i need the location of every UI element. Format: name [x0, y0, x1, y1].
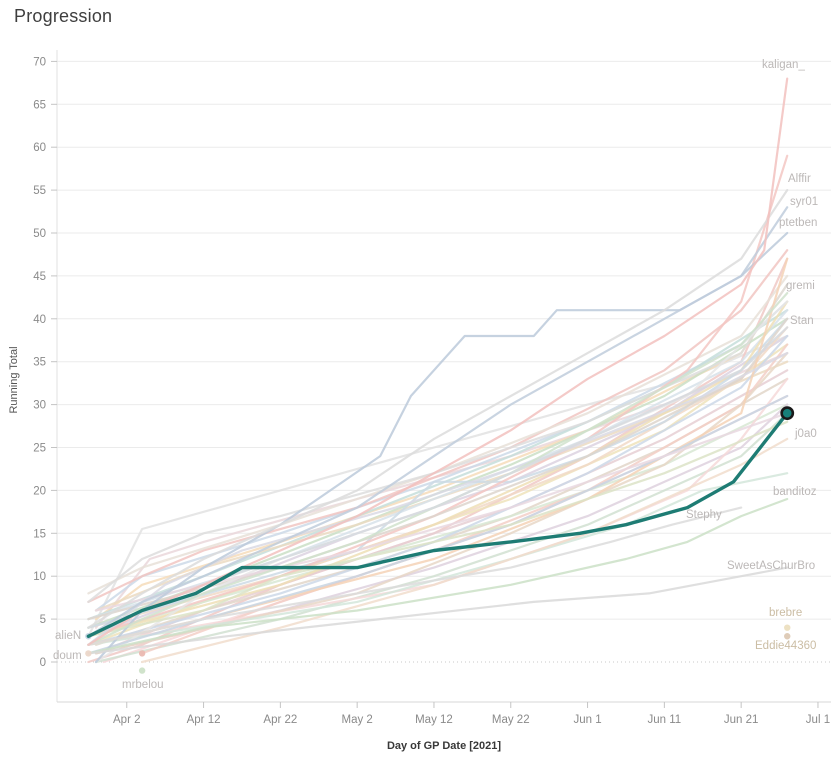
x-axis-title: Day of GP Date [2021] [387, 740, 501, 752]
series-line-stephy[interactable] [87, 506, 743, 646]
y-tick-label-40: 40 [33, 314, 46, 326]
mark-label-ptetben: ptetben [779, 217, 817, 229]
y-tick-label-65: 65 [33, 99, 46, 111]
mark-label-sweetaschurbro: SweetAsChurBro [727, 560, 815, 572]
y-tick-label-60: 60 [33, 142, 46, 154]
y-tick-label-50: 50 [33, 228, 46, 240]
series-line-bg-periwinkle[interactable] [87, 352, 789, 646]
series-group [85, 77, 795, 674]
series-line-bg-salmon-3[interactable] [87, 249, 789, 603]
series-line-alffir[interactable] [87, 189, 789, 629]
y-tick-label-5: 5 [40, 614, 46, 626]
mark-label-gremi: gremi [786, 280, 815, 292]
chart-title: Progression [14, 6, 113, 26]
series-line-syr01[interactable] [87, 206, 789, 638]
y-tick-label-30: 30 [33, 400, 46, 412]
x-tick-label-may-22: May 22 [492, 714, 530, 726]
axes: 0 5 10 15 20 25 30 35 40 45 50 55 60 65 70 Apr 2 Apr 12 A… [33, 50, 831, 726]
x-tick-label-jun-21: Jun 21 [724, 714, 759, 726]
mark-label-eddie44360: Eddie44360 [755, 640, 816, 652]
series-line-bg-steel-2[interactable] [87, 317, 789, 629]
series-point-eddie44360[interactable] [784, 633, 791, 640]
x-tick-label-apr-2: Apr 2 [113, 714, 141, 726]
gridlines [57, 60, 831, 663]
x-tick-label-jun-1: Jun 1 [573, 714, 601, 726]
mark-label-alffir: Alffir [788, 173, 811, 185]
series-line-bg-mauve-3[interactable] [94, 412, 789, 612]
y-tick-label-35: 35 [33, 357, 46, 369]
mark-label-stephy: Stephy [686, 509, 722, 521]
series-line-bg-green-3[interactable] [94, 412, 789, 664]
series-line-banditoz[interactable] [87, 497, 789, 655]
y-tick-label-55: 55 [33, 185, 46, 197]
series-line-bg-yellow-2[interactable] [87, 300, 789, 638]
x-tick-label-apr-12: Apr 12 [187, 714, 221, 726]
series-line-bg-green-2[interactable] [87, 403, 789, 638]
y-tick-label-25: 25 [33, 443, 46, 455]
series-line-bg-gray-2[interactable] [87, 283, 789, 603]
mark-label-brebre: brebre [769, 607, 802, 619]
x-tick-label-may-2: May 2 [341, 714, 372, 726]
series-line-j0a0[interactable] [86, 411, 789, 638]
series-line-bg-graybrown[interactable] [87, 317, 789, 621]
y-tick-label-20: 20 [33, 485, 46, 497]
series-line-bg-olive[interactable] [87, 420, 789, 638]
y-tick-label-10: 10 [33, 571, 46, 583]
mark-label-kaligan: kaligan_ [762, 59, 805, 71]
mark-label-doum: doum [53, 650, 82, 662]
mark-label-syr01: syr01 [790, 196, 818, 208]
y-tick-label-45: 45 [33, 271, 46, 283]
series-point-bg-dot-salmon[interactable] [138, 650, 146, 657]
y-axis-title: Running Total [8, 346, 20, 413]
highlight-end-marker[interactable] [780, 406, 795, 421]
series-point-mrbelou[interactable] [138, 667, 146, 674]
series-point-doum[interactable] [85, 650, 92, 657]
series-line-bg-mint[interactable] [87, 472, 789, 646]
x-tick-label-apr-22: Apr 22 [263, 714, 297, 726]
mark-label-mrbelou: mrbelou [122, 679, 164, 691]
mark-label-stan: Stan [790, 315, 814, 327]
series-line-bg-gray-early[interactable] [87, 334, 789, 638]
series-point-brebre[interactable] [784, 624, 791, 631]
series-line-bg-salmon-4[interactable] [141, 343, 789, 655]
series-line-sweetaschurbro[interactable] [87, 566, 789, 655]
x-tick-label-jul-1: Jul 1 [806, 714, 830, 726]
x-tick-label-jun-11: Jun 11 [648, 714, 682, 726]
y-tick-label-0: 0 [40, 657, 46, 669]
y-tick-label-70: 70 [33, 56, 46, 68]
mark-label-j0a0: j0a0 [794, 428, 817, 440]
mark-label-banditoz: banditoz [773, 486, 817, 498]
mark-label-alien: alieN [55, 630, 81, 642]
x-tick-label-may-12: May 12 [415, 714, 453, 726]
mark-labels: ptetben syr01 Alffir gremi Stan banditoz Steph… [53, 59, 818, 691]
series-line-kaligan[interactable] [87, 77, 789, 646]
y-tick-label-15: 15 [33, 528, 46, 540]
